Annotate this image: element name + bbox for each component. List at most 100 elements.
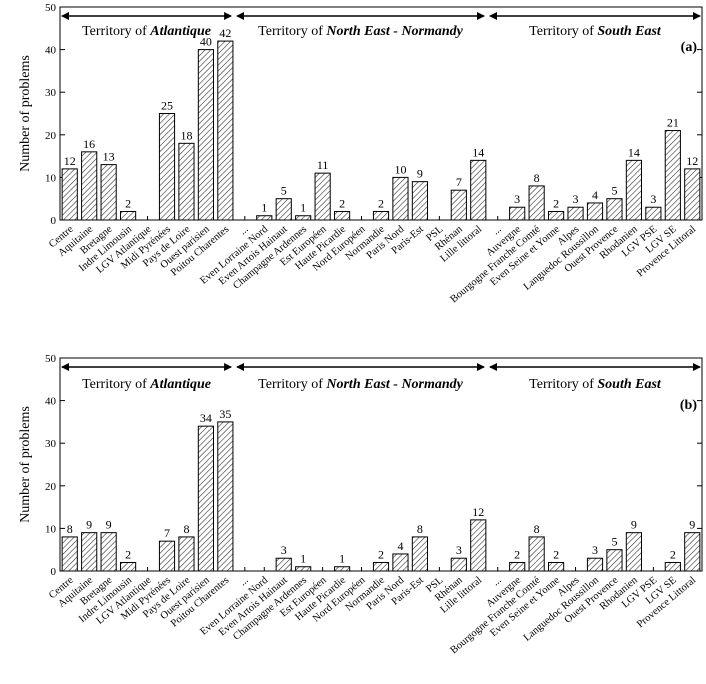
bar-16 <box>372 561 390 572</box>
bar-30 <box>645 206 662 221</box>
bar-24 <box>528 185 545 221</box>
panel-label: (a) <box>681 40 698 55</box>
data-label-17: 10 <box>394 162 406 176</box>
data-label-12: 1 <box>300 552 306 566</box>
data-label-6: 18 <box>180 128 192 142</box>
territory-label-prefix: Territory of <box>258 377 326 392</box>
data-label-20: 3 <box>456 543 462 557</box>
y-axis-label: Number of problems <box>18 55 33 172</box>
data-label-32: 9 <box>689 518 695 532</box>
bar-1 <box>81 532 98 572</box>
territory-label-2: Territory of South East <box>529 377 662 392</box>
data-label-12: 1 <box>300 201 306 215</box>
data-label-1: 16 <box>83 137 95 151</box>
data-label-16: 2 <box>378 547 384 561</box>
y-tick-label: 40 <box>45 45 57 57</box>
y-tick-label: 10 <box>45 523 57 535</box>
bar-32 <box>684 168 701 221</box>
panel-label: (b) <box>680 398 697 413</box>
bar-28 <box>606 198 623 221</box>
data-label-28: 5 <box>611 184 617 198</box>
bar-5 <box>158 113 176 221</box>
data-label-21: 14 <box>472 145 484 159</box>
data-label-16: 2 <box>378 196 384 210</box>
bar-31 <box>664 561 681 572</box>
data-label-20: 7 <box>456 175 462 189</box>
y-tick-label: 50 <box>45 2 57 14</box>
data-label-2: 9 <box>106 518 112 532</box>
bar-27 <box>586 557 604 572</box>
data-label-31: 21 <box>667 116 679 130</box>
bar-21 <box>470 159 487 221</box>
data-label-18: 8 <box>417 522 423 536</box>
bar-20 <box>450 189 467 221</box>
data-label-5: 7 <box>164 526 170 540</box>
bar-28 <box>606 549 623 572</box>
bar-18 <box>411 536 428 572</box>
bar-18 <box>411 181 428 221</box>
data-label-28: 5 <box>611 535 617 549</box>
bar-17 <box>392 553 409 572</box>
data-label-3: 2 <box>125 547 131 561</box>
y-tick-label: 50 <box>45 353 57 365</box>
data-label-7: 40 <box>200 35 212 49</box>
territory-label-prefix: Territory of <box>82 24 150 39</box>
data-label-11: 3 <box>281 543 287 557</box>
territory-label-1: Territory of North East - Normandy <box>258 24 464 39</box>
data-label-27: 3 <box>592 543 598 557</box>
data-label-24: 8 <box>534 522 540 536</box>
data-label-14: 1 <box>339 552 345 566</box>
data-label-0: 12 <box>64 154 76 168</box>
y-tick-label: 40 <box>45 396 57 408</box>
territory-label-name: Atlantique <box>149 377 211 392</box>
bar-24 <box>528 536 545 572</box>
y-tick-label: 30 <box>45 87 57 99</box>
bar-6 <box>178 536 195 572</box>
bar-3 <box>120 561 137 572</box>
bar-5 <box>158 540 176 572</box>
bar-29 <box>625 159 642 221</box>
data-label-5: 25 <box>161 99 173 113</box>
data-label-23: 2 <box>514 547 520 561</box>
territory-label-0: Territory of Atlantique <box>82 377 211 392</box>
bar-23 <box>509 206 526 221</box>
y-tick-label: 20 <box>45 481 57 493</box>
y-tick-label: 30 <box>45 438 57 450</box>
y-axis-label: Number of problems <box>18 406 33 523</box>
data-label-31: 2 <box>670 547 676 561</box>
bar-26 <box>567 206 584 221</box>
y-tick-label: 20 <box>45 130 57 142</box>
bar-21 <box>470 519 487 572</box>
territory-label-0: Territory of Atlantique <box>82 24 211 39</box>
territory-label-name: North East - Normandy <box>325 24 463 39</box>
bar-6 <box>178 142 195 221</box>
data-label-17: 4 <box>397 539 403 553</box>
bar-1 <box>81 151 98 221</box>
bar-8 <box>217 40 234 221</box>
data-label-11: 5 <box>281 184 287 198</box>
bar-14 <box>334 210 351 221</box>
data-label-13: 11 <box>317 158 329 172</box>
territory-label-prefix: Territory of <box>82 377 150 392</box>
bar-8 <box>217 421 234 572</box>
bar-7 <box>197 425 214 572</box>
bar-2 <box>100 532 117 572</box>
territory-label-name: Atlantique <box>149 24 211 39</box>
territory-label-name: North East - Normandy <box>325 377 463 392</box>
data-label-0: 8 <box>67 522 73 536</box>
bar-12 <box>295 566 312 572</box>
data-label-23: 3 <box>514 192 520 206</box>
bar-29 <box>625 532 642 572</box>
bar-7 <box>197 49 214 221</box>
bar-25 <box>548 561 565 572</box>
data-label-14: 2 <box>339 196 345 210</box>
territory-label-prefix: Territory of <box>529 24 597 39</box>
bar-16 <box>372 210 390 221</box>
bar-0 <box>61 536 78 572</box>
data-label-21: 12 <box>472 505 484 519</box>
bar-17 <box>392 176 409 221</box>
bar-23 <box>509 561 526 572</box>
data-label-26: 3 <box>573 192 579 206</box>
